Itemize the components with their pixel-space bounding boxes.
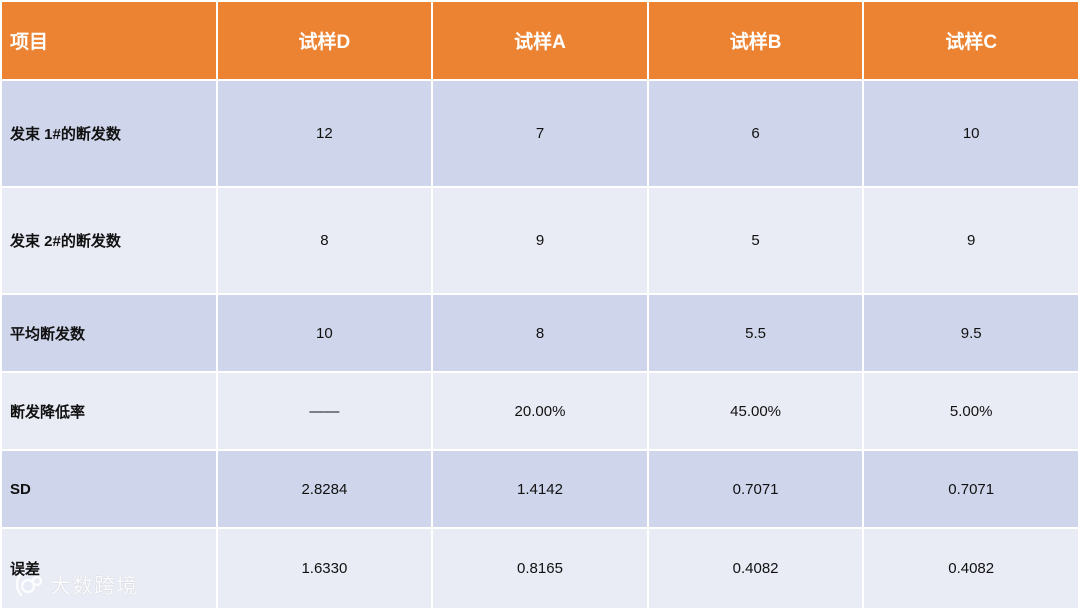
table-cell: 0.8165	[431, 527, 649, 608]
table-row: 发束 2#的断发数 8 9 5 9	[0, 186, 1080, 295]
row-label: SD	[0, 449, 218, 529]
table-cell: 0.4082	[646, 527, 865, 608]
header-row: 项目 试样D 试样A 试样B 试样C	[0, 0, 1080, 81]
header-cell-sample-c: 试样C	[862, 0, 1080, 81]
table-cell: 1.6330	[215, 527, 434, 608]
header-cell-sample-b: 试样B	[646, 0, 865, 81]
row-label: 发束 2#的断发数	[0, 186, 218, 295]
table-cell: 9.5	[862, 293, 1080, 373]
table-cell: 5.5	[646, 293, 865, 373]
table-cell: ——	[215, 371, 434, 451]
table-cell: 12	[215, 79, 434, 188]
table-cell: 1.4142	[431, 449, 649, 529]
table-row: 断发降低率 —— 20.00% 45.00% 5.00%	[0, 371, 1080, 451]
table-cell: 8	[431, 293, 649, 373]
table-cell: 0.7071	[862, 449, 1080, 529]
table-cell: 6	[646, 79, 865, 188]
table-cell: 20.00%	[431, 371, 649, 451]
row-label: 发束 1#的断发数	[0, 79, 218, 188]
table-row: SD 2.8284 1.4142 0.7071 0.7071	[0, 449, 1080, 529]
table-cell: 5	[646, 186, 865, 295]
table-cell: 10	[862, 79, 1080, 188]
watermark: 大数跨境	[14, 570, 138, 600]
table-row: 平均断发数 10 8 5.5 9.5	[0, 293, 1080, 373]
table-cell: 7	[431, 79, 649, 188]
row-label: 平均断发数	[0, 293, 218, 373]
table-cell: 0.4082	[862, 527, 1080, 608]
table-cell: 2.8284	[215, 449, 434, 529]
header-cell-item: 项目	[0, 0, 218, 81]
watermark-text: 大数跨境	[50, 574, 138, 598]
header-cell-sample-a: 试样A	[431, 0, 649, 81]
table-cell: 5.00%	[862, 371, 1080, 451]
header-cell-sample-d: 试样D	[215, 0, 434, 81]
brand-logo-icon	[15, 573, 43, 597]
row-label: 误差	[0, 527, 218, 608]
table-row: 发束 1#的断发数 12 7 6 10	[0, 79, 1080, 188]
table-cell: 0.7071	[646, 449, 865, 529]
table-row: 误差 1.6330 0.8165 0.4082 0.4082	[0, 527, 1080, 608]
table-cell: 45.00%	[646, 371, 865, 451]
row-label: 断发降低率	[0, 371, 218, 451]
table-cell: 9	[862, 186, 1080, 295]
table-cell: 8	[215, 186, 434, 295]
table-cell: 10	[215, 293, 434, 373]
table-cell: 9	[431, 186, 649, 295]
